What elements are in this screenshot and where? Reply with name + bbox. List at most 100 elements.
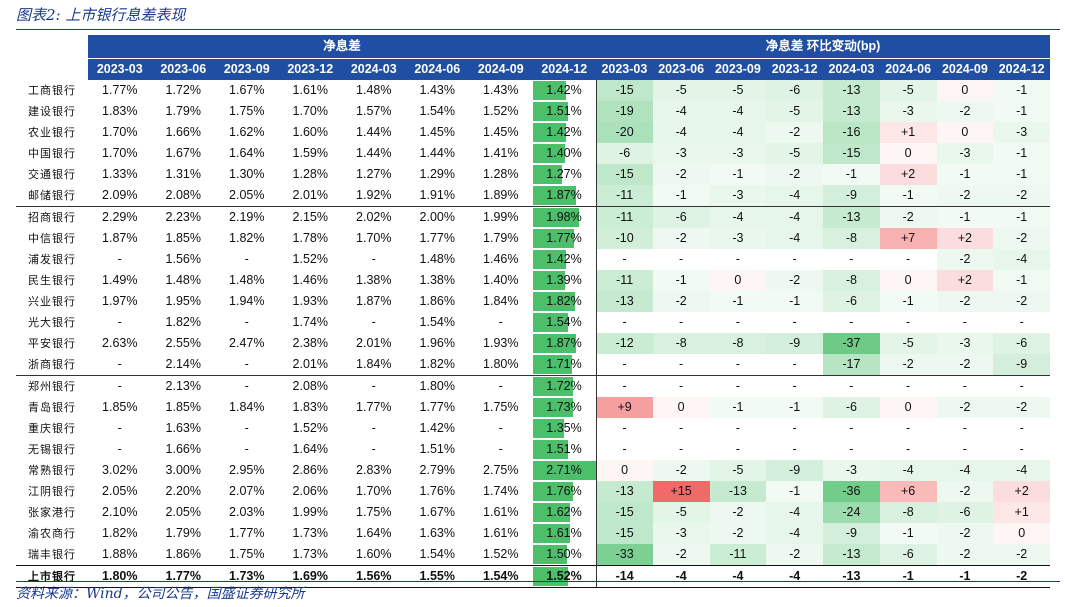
nim-value: 1.66% bbox=[165, 125, 201, 139]
change-value: -13 bbox=[823, 101, 880, 122]
change-value: 0 bbox=[993, 523, 1051, 544]
nim-value: 1.54% bbox=[532, 312, 597, 333]
change-value: -6 bbox=[936, 502, 994, 523]
nim-value: 1.73% bbox=[215, 565, 279, 588]
table-row: 平安银行 2.63% 2.55% 2.47% 2.38% 2.01% 1.96% 1.93% 1… bbox=[16, 333, 1051, 354]
nim-bar bbox=[532, 313, 569, 332]
nim-bar bbox=[532, 482, 574, 501]
change-value: - bbox=[595, 354, 653, 376]
change-value: -3 bbox=[993, 122, 1051, 143]
change-value: -15 bbox=[595, 164, 653, 185]
change-value: -13 bbox=[823, 80, 880, 101]
change-value: - bbox=[1019, 421, 1024, 435]
change-value: -15 bbox=[595, 523, 653, 544]
nim-bar bbox=[532, 229, 574, 248]
change-value: -3 bbox=[709, 143, 767, 164]
nim-value: 1.82% bbox=[532, 291, 597, 312]
nim-bar bbox=[532, 440, 568, 459]
change-value: - bbox=[735, 252, 740, 266]
change-value: - bbox=[679, 442, 684, 456]
bank-name: 浦发银行 bbox=[28, 253, 76, 266]
change-value: -2 bbox=[936, 249, 994, 270]
nim-value: 2.38% bbox=[292, 336, 328, 350]
change-value: -4 bbox=[993, 249, 1051, 270]
bank-name: 常熟银行 bbox=[28, 464, 76, 477]
nim-value: 1.70% bbox=[356, 484, 392, 498]
change-value: - bbox=[792, 421, 797, 435]
change-value: -2 bbox=[766, 122, 824, 143]
nim-value: 1.97% bbox=[102, 294, 138, 308]
nim-value: 1.75% bbox=[229, 104, 265, 118]
change-value: -6 bbox=[823, 397, 880, 418]
change-value: -2 bbox=[709, 502, 767, 523]
change-value: -19 bbox=[595, 101, 653, 122]
nim-value: 1.74% bbox=[483, 484, 519, 498]
change-value: +2 bbox=[993, 481, 1051, 502]
nim-value: 1.84% bbox=[229, 400, 265, 414]
figure-title: 图表2: 上市银行息差表现 bbox=[16, 6, 186, 24]
nim-value: 1.70% bbox=[292, 104, 328, 118]
nim-bar bbox=[532, 250, 566, 269]
nim-value: 1.83% bbox=[292, 400, 328, 414]
change-value: - bbox=[792, 379, 797, 393]
nim-value: 1.91% bbox=[405, 185, 469, 207]
change-value: - bbox=[595, 312, 653, 333]
nim-value: 1.60% bbox=[356, 547, 392, 561]
change-value: +9 bbox=[595, 397, 653, 418]
change-value: - bbox=[849, 315, 854, 329]
change-value: -14 bbox=[595, 565, 653, 588]
nim-bar bbox=[532, 419, 564, 438]
change-value: -11 bbox=[595, 185, 653, 207]
nim-value: 1.77% bbox=[419, 400, 455, 414]
change-value: -5 bbox=[766, 101, 824, 122]
change-value: - bbox=[735, 442, 740, 456]
nim-value: 1.48% bbox=[356, 83, 392, 97]
nim-value: - bbox=[117, 315, 122, 329]
nim-value: 1.77% bbox=[419, 231, 455, 245]
nim-value: 1.54% bbox=[419, 547, 455, 561]
change-value: -15 bbox=[595, 80, 653, 101]
change-value: -20 bbox=[595, 122, 653, 143]
change-value: 0 bbox=[936, 80, 994, 101]
change-value: -4 bbox=[709, 206, 767, 228]
table-row: 江阴银行 2.05% 2.20% 2.07% 2.06% 1.70% 1.76% 1.74% 1… bbox=[16, 481, 1051, 502]
bank-name: 光大银行 bbox=[28, 316, 76, 329]
nim-value: 1.54% bbox=[419, 104, 455, 118]
change-value: +6 bbox=[879, 481, 937, 502]
table-row: 浦发银行 -1.56% -1.52% -1.48% 1.46% 1.42% - - - - - - -2… bbox=[16, 249, 1051, 270]
change-value: -9 bbox=[823, 523, 880, 544]
nim-value: 1.77% bbox=[151, 565, 215, 588]
change-value: -8 bbox=[709, 333, 767, 354]
change-value: -13 bbox=[823, 565, 880, 588]
change-value: 0 bbox=[879, 397, 937, 418]
nim-bar bbox=[532, 377, 573, 396]
nim-value: 2.10% bbox=[102, 505, 138, 519]
nim-value: 2.00% bbox=[419, 210, 455, 224]
change-value: -2 bbox=[993, 291, 1051, 312]
change-value: 0 bbox=[595, 460, 653, 481]
nim-value: 1.84% bbox=[342, 354, 406, 376]
change-value: - bbox=[906, 442, 911, 456]
change-value: +1 bbox=[993, 502, 1051, 523]
nim-value-text: 1.42% bbox=[546, 125, 582, 139]
change-value: -15 bbox=[595, 502, 653, 523]
nim-value: - bbox=[371, 315, 376, 329]
change-value: -8 bbox=[823, 228, 880, 249]
change-value: -3 bbox=[823, 460, 880, 481]
nim-value-text: 1.61% bbox=[546, 526, 582, 540]
nim-value: 1.49% bbox=[102, 273, 138, 287]
nim-value: 1.52% bbox=[292, 252, 328, 266]
nim-value-text: 1.62% bbox=[546, 505, 582, 519]
nim-value: 2.03% bbox=[229, 505, 265, 519]
nim-value: 1.72% bbox=[165, 83, 201, 97]
nim-value: 1.76% bbox=[419, 484, 455, 498]
change-value: -5 bbox=[879, 333, 937, 354]
nim-value-text: 1.72% bbox=[546, 379, 582, 393]
nim-value: 1.27% bbox=[532, 164, 597, 185]
nim-value: 1.52% bbox=[483, 104, 519, 118]
table-row: 青岛银行 1.85% 1.85% 1.84% 1.83% 1.77% 1.77% 1.75% 1… bbox=[16, 397, 1051, 418]
change-value: -1 bbox=[993, 101, 1051, 122]
change-value: +2 bbox=[879, 164, 937, 185]
change-value: -2 bbox=[936, 354, 994, 376]
nim-value-text: 1.98% bbox=[546, 210, 582, 224]
